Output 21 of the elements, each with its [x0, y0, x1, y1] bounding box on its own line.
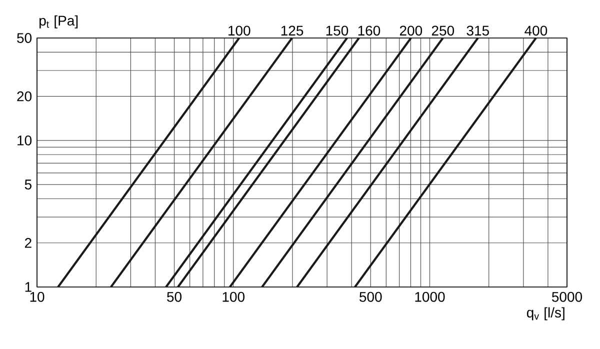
series-label: 250	[432, 26, 454, 36]
y-tick-label: 20	[17, 91, 32, 102]
series-label: 160	[358, 26, 380, 36]
series-label: 400	[524, 26, 548, 36]
y-tick-label: 50	[17, 33, 32, 43]
y-tick-label: 2	[25, 238, 32, 248]
x-tick-label: 50	[167, 292, 182, 302]
series-label: 150	[326, 26, 348, 36]
y-tick-label: 1	[25, 282, 32, 292]
x-axis-title: q$_{v}$ [l/s]	[526, 307, 564, 320]
series-label: 125	[281, 26, 304, 36]
x-tick-label: 1000	[415, 292, 445, 302]
y-tick-label: 10	[18, 135, 32, 146]
series-label: 200	[400, 26, 422, 36]
series-label: 315	[466, 26, 489, 36]
x-tick-label: 100	[222, 292, 244, 302]
y-axis-title: p$_{t}$ [Pa]	[40, 15, 78, 28]
x-tick-label: 5000	[552, 292, 582, 302]
series-label: 100	[228, 26, 250, 36]
y-tick-label: 5	[24, 180, 32, 190]
x-tick-label: 500	[360, 292, 382, 302]
